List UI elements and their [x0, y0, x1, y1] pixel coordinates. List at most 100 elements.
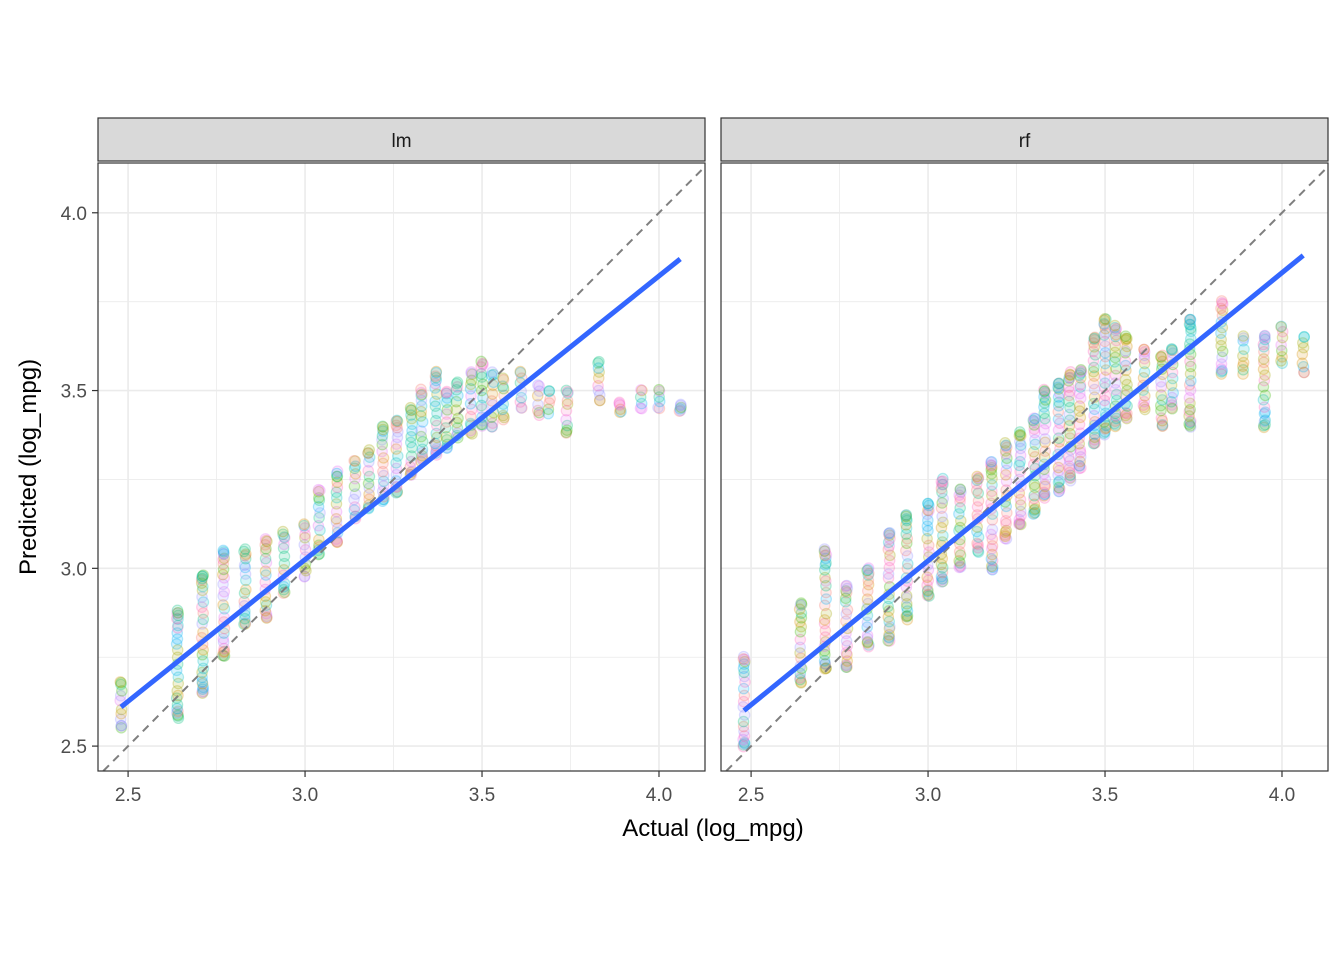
data-point — [1074, 392, 1087, 405]
data-point — [840, 585, 852, 597]
data-point — [986, 489, 998, 502]
data-point — [1027, 458, 1040, 471]
data-point — [1087, 365, 1100, 378]
data-point — [999, 440, 1012, 452]
data-point — [1073, 418, 1086, 431]
data-point — [390, 415, 403, 428]
data-point — [298, 570, 311, 583]
data-point — [794, 647, 806, 659]
data-point — [935, 475, 948, 488]
data-point — [1074, 446, 1087, 459]
data-point — [652, 401, 664, 414]
data-point — [197, 569, 210, 581]
data-point — [985, 467, 998, 480]
data-point — [415, 383, 427, 396]
data-point — [362, 477, 375, 490]
data-point — [593, 394, 606, 407]
data-point — [738, 725, 750, 738]
data-point — [861, 636, 874, 649]
fit-line-lm — [119, 257, 682, 709]
data-point — [476, 371, 488, 383]
data-point — [1064, 369, 1077, 381]
data-point — [1138, 352, 1151, 365]
data-point — [415, 386, 428, 399]
data-point — [820, 607, 833, 620]
data-point — [1013, 517, 1026, 529]
data-point — [172, 613, 184, 625]
data-point — [239, 552, 252, 565]
data-point — [737, 715, 750, 728]
data-point — [592, 379, 604, 392]
data-point — [544, 393, 556, 405]
data-point — [330, 505, 343, 518]
data-point — [1183, 378, 1196, 391]
data-point — [533, 385, 546, 397]
data-point — [299, 531, 311, 544]
data-point — [986, 548, 998, 561]
data-point — [936, 486, 948, 499]
data-point — [486, 420, 498, 433]
data-point — [1074, 411, 1087, 424]
data-point — [819, 559, 832, 571]
data-point — [1014, 449, 1027, 462]
data-point — [1276, 325, 1289, 338]
data-point — [1138, 401, 1151, 414]
data-point — [1029, 438, 1042, 451]
data-point — [795, 597, 808, 609]
data-point — [1053, 396, 1065, 409]
data-point — [561, 419, 574, 432]
data-point — [921, 571, 933, 583]
x-tick-label: 2.5 — [738, 785, 764, 806]
data-point — [195, 577, 208, 589]
grid-lm — [98, 163, 705, 771]
data-point — [430, 365, 443, 378]
data-point — [1166, 344, 1178, 357]
data-point — [1258, 374, 1271, 387]
data-point — [1038, 401, 1050, 413]
data-point — [1064, 427, 1076, 440]
data-point — [1064, 401, 1076, 414]
data-point — [416, 435, 429, 448]
data-point — [1039, 473, 1052, 486]
data-point — [532, 398, 544, 411]
x-tick-label: 3.0 — [915, 785, 941, 806]
data-point — [415, 394, 428, 407]
data-point — [594, 394, 606, 407]
data-point — [1089, 331, 1101, 344]
data-point — [363, 488, 375, 501]
data-point — [1028, 478, 1041, 491]
data-point — [635, 402, 648, 415]
data-point — [1184, 416, 1196, 429]
data-point — [429, 370, 442, 382]
x-tick-label: 3.5 — [1092, 785, 1118, 806]
data-point — [313, 511, 325, 524]
data-point — [1165, 395, 1178, 408]
data-point — [377, 465, 389, 478]
data-point — [1038, 489, 1050, 502]
data-point — [1054, 417, 1066, 429]
data-point — [883, 526, 896, 539]
y-tick-3: 4.0 — [61, 204, 98, 225]
data-point — [299, 528, 311, 541]
y-tick-label: 3.0 — [61, 559, 87, 580]
data-point — [900, 513, 913, 525]
data-point — [377, 480, 390, 492]
data-point — [172, 671, 185, 683]
data-point — [1216, 351, 1228, 364]
data-point — [738, 730, 751, 742]
panel-border-lm — [97, 162, 706, 772]
data-point — [1075, 364, 1087, 376]
data-point — [1073, 459, 1086, 472]
data-point — [261, 535, 273, 548]
data-point — [953, 489, 966, 501]
data-point — [901, 562, 914, 575]
data-point — [819, 663, 831, 675]
data-point — [532, 379, 544, 391]
data-point — [278, 586, 291, 599]
data-point — [986, 479, 998, 491]
data-point — [1088, 341, 1101, 353]
data-point — [1000, 514, 1012, 527]
data-point — [883, 615, 896, 628]
data-point — [839, 592, 852, 605]
data-point — [862, 563, 874, 576]
